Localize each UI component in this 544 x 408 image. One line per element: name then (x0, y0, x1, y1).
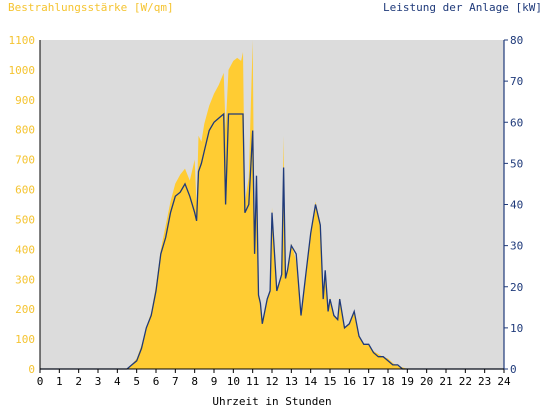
left-tick-label: 300 (15, 273, 35, 286)
left-tick-label: 100 (15, 333, 35, 346)
left-tick-label: 1100 (9, 34, 36, 47)
left-tick-label: 0 (28, 363, 35, 376)
x-tick-label: 6 (153, 375, 160, 388)
right-tick-label: 60 (510, 116, 523, 129)
x-tick-label: 7 (172, 375, 179, 388)
left-tick-label: 800 (15, 124, 35, 137)
x-axis-title: Uhrzeit in Stunden (212, 395, 332, 408)
x-tick-label: 12 (265, 375, 278, 388)
right-tick-label: 40 (510, 199, 523, 212)
left-axis-title: Bestrahlungsstärke [W/qm] (8, 1, 174, 14)
x-tick-label: 17 (362, 375, 375, 388)
right-tick-label: 10 (510, 322, 523, 335)
left-tick-label: 200 (15, 303, 35, 316)
right-tick-label: 50 (510, 157, 523, 170)
x-tick-label: 1 (56, 375, 63, 388)
left-tick-label: 1000 (9, 64, 36, 77)
x-tick-label: 2 (75, 375, 82, 388)
right-tick-label: 80 (510, 34, 523, 47)
right-tick-label: 20 (510, 281, 523, 294)
right-tick-label: 30 (510, 240, 523, 253)
x-tick-label: 15 (323, 375, 336, 388)
right-tick-label: 70 (510, 75, 523, 88)
x-tick-label: 18 (381, 375, 394, 388)
x-tick-label: 11 (246, 375, 259, 388)
x-tick-label: 3 (95, 375, 102, 388)
left-tick-label: 900 (15, 94, 35, 107)
x-tick-label: 16 (343, 375, 356, 388)
x-tick-label: 23 (478, 375, 491, 388)
x-tick-label: 9 (211, 375, 218, 388)
x-tick-label: 13 (285, 375, 298, 388)
x-tick-label: 4 (114, 375, 121, 388)
x-tick-label: 19 (401, 375, 414, 388)
right-tick-label: 0 (510, 363, 517, 376)
x-tick-label: 0 (37, 375, 44, 388)
x-tick-label: 14 (304, 375, 318, 388)
x-tick-label: 24 (497, 375, 511, 388)
x-tick-label: 22 (459, 375, 472, 388)
x-tick-label: 21 (439, 375, 452, 388)
x-tick-label: 10 (227, 375, 240, 388)
left-tick-label: 500 (15, 213, 35, 226)
left-tick-label: 400 (15, 243, 35, 256)
left-tick-label: 700 (15, 154, 35, 167)
x-tick-label: 5 (133, 375, 140, 388)
x-tick-label: 8 (191, 375, 198, 388)
right-axis-title: Leistung der Anlage [kW] (383, 1, 542, 14)
power-line (40, 112, 504, 370)
x-tick-label: 20 (420, 375, 433, 388)
left-tick-label: 600 (15, 184, 35, 197)
